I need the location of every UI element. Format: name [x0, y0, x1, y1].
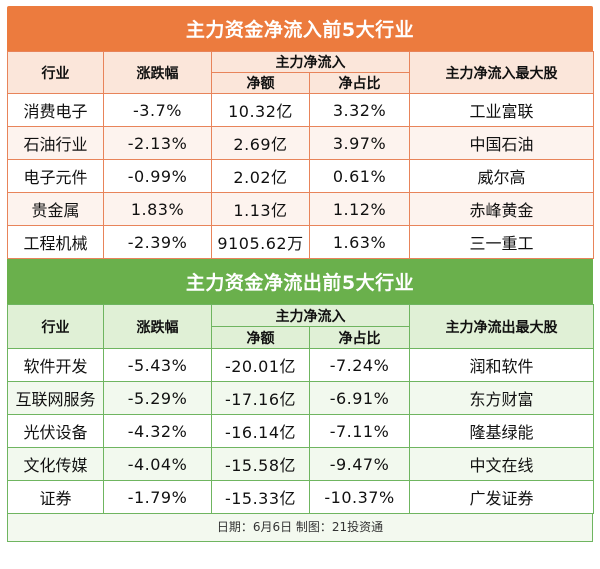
ratio-cell: -10.37%	[309, 480, 410, 514]
header-amount: 净额	[211, 326, 310, 349]
header-ratio: 净占比	[309, 326, 410, 349]
change-cell: -2.13%	[103, 126, 212, 160]
industry-cell: 消费电子	[7, 93, 104, 127]
amount-cell: 9105.62万	[211, 225, 310, 259]
industry-cell: 石油行业	[7, 126, 104, 160]
change-cell: -4.32%	[103, 414, 212, 448]
change-cell: -4.04%	[103, 447, 212, 481]
amount-cell: -17.16亿	[211, 381, 310, 415]
amount-cell: -16.14亿	[211, 414, 310, 448]
table-row: 软件开发 -5.43% -20.01亿 -7.24% 润和软件	[7, 348, 594, 382]
industry-cell: 光伏设备	[7, 414, 104, 448]
top-stock-cell: 中文在线	[409, 447, 594, 481]
header-industry: 行业	[7, 51, 104, 94]
industry-cell: 文化传媒	[7, 447, 104, 481]
ratio-cell: 3.97%	[309, 126, 410, 160]
ratio-cell: 1.12%	[309, 192, 410, 226]
table-row: 贵金属 1.83% 1.13亿 1.12% 赤峰黄金	[7, 192, 594, 226]
change-cell: -1.79%	[103, 480, 212, 514]
top-stock-cell: 三一重工	[409, 225, 594, 259]
amount-cell: 10.32亿	[211, 93, 310, 127]
change-cell: 1.83%	[103, 192, 212, 226]
table-row: 互联网服务 -5.29% -17.16亿 -6.91% 东方财富	[7, 381, 594, 415]
outflow-title: 主力资金净流出前5大行业	[7, 259, 593, 304]
top-stock-cell: 赤峰黄金	[409, 192, 594, 226]
header-top-stock: 主力净流出最大股	[409, 304, 594, 349]
header-net-group: 主力净流入	[211, 304, 410, 327]
amount-cell: -20.01亿	[211, 348, 310, 382]
change-cell: -3.7%	[103, 93, 212, 127]
source-footer: 日期：6月6日 制图：21投资通	[7, 514, 593, 542]
industry-cell: 互联网服务	[7, 381, 104, 415]
header-change: 涨跌幅	[103, 51, 212, 94]
industry-cell: 贵金属	[7, 192, 104, 226]
fund-flow-figure: 主力资金净流入前5大行业 行业 涨跌幅 主力净流入 主力净流入最大股 净额 净占…	[7, 6, 594, 542]
header-top-stock: 主力净流入最大股	[409, 51, 594, 94]
top-stock-cell: 广发证券	[409, 480, 594, 514]
ratio-cell: 1.63%	[309, 225, 410, 259]
industry-cell: 电子元件	[7, 159, 104, 193]
top-stock-cell: 威尔高	[409, 159, 594, 193]
top-stock-cell: 东方财富	[409, 381, 594, 415]
change-cell: -2.39%	[103, 225, 212, 259]
table-row: 光伏设备 -4.32% -16.14亿 -7.11% 隆基绿能	[7, 414, 594, 448]
change-cell: -5.29%	[103, 381, 212, 415]
amount-cell: 1.13亿	[211, 192, 310, 226]
header-amount: 净额	[211, 72, 310, 94]
table-row: 工程机械 -2.39% 9105.62万 1.63% 三一重工	[7, 225, 594, 259]
table-row: 文化传媒 -4.04% -15.58亿 -9.47% 中文在线	[7, 447, 594, 481]
table-row: 石油行业 -2.13% 2.69亿 3.97% 中国石油	[7, 126, 594, 160]
ratio-cell: 3.32%	[309, 93, 410, 127]
ratio-cell: -7.24%	[309, 348, 410, 382]
ratio-cell: -6.91%	[309, 381, 410, 415]
change-cell: -5.43%	[103, 348, 212, 382]
top-stock-cell: 工业富联	[409, 93, 594, 127]
amount-cell: -15.33亿	[211, 480, 310, 514]
amount-cell: 2.69亿	[211, 126, 310, 160]
ratio-cell: 0.61%	[309, 159, 410, 193]
change-cell: -0.99%	[103, 159, 212, 193]
header-industry: 行业	[7, 304, 104, 349]
table-row: 消费电子 -3.7% 10.32亿 3.32% 工业富联	[7, 93, 594, 127]
industry-cell: 工程机械	[7, 225, 104, 259]
industry-cell: 软件开发	[7, 348, 104, 382]
top-stock-cell: 润和软件	[409, 348, 594, 382]
header-change: 涨跌幅	[103, 304, 212, 349]
ratio-cell: -9.47%	[309, 447, 410, 481]
ratio-cell: -7.11%	[309, 414, 410, 448]
table-row: 电子元件 -0.99% 2.02亿 0.61% 威尔高	[7, 159, 594, 193]
amount-cell: -15.58亿	[211, 447, 310, 481]
table-row: 证券 -1.79% -15.33亿 -10.37% 广发证券	[7, 480, 594, 514]
outflow-table: 行业 涨跌幅 主力净流入 主力净流出最大股 净额 净占比 软件开发 -5.43%…	[7, 304, 594, 514]
top-stock-cell: 中国石油	[409, 126, 594, 160]
header-ratio: 净占比	[309, 72, 410, 94]
industry-cell: 证券	[7, 480, 104, 514]
top-stock-cell: 隆基绿能	[409, 414, 594, 448]
inflow-title: 主力资金净流入前5大行业	[7, 6, 593, 51]
amount-cell: 2.02亿	[211, 159, 310, 193]
inflow-table: 行业 涨跌幅 主力净流入 主力净流入最大股 净额 净占比 消费电子 -3.7% …	[7, 51, 594, 259]
header-net-group: 主力净流入	[211, 51, 410, 73]
